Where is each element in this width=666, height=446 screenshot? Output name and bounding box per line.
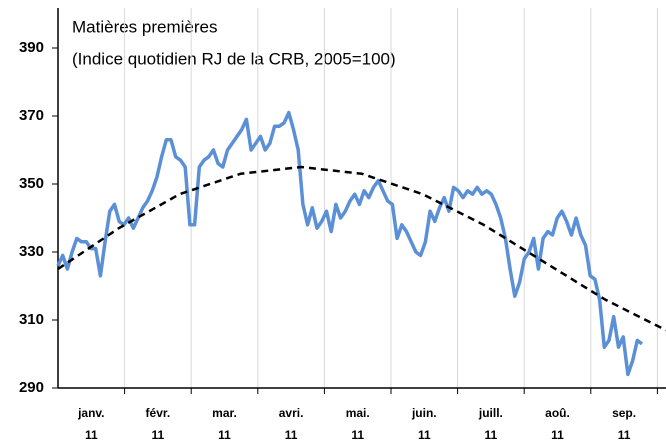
x-tick-label: juin. 11 xyxy=(411,406,437,442)
x-tick-label: mar. 11 xyxy=(212,406,237,442)
y-tick-label: 290 xyxy=(19,379,44,396)
x-tick-label: avri. 11 xyxy=(279,406,304,442)
x-tick-label: janv. 11 xyxy=(77,406,104,442)
x-tick-label: aoû. 11 xyxy=(545,406,570,442)
chart-title: Matières premières xyxy=(72,17,218,36)
x-tick-label: mai. 11 xyxy=(346,406,370,442)
x-tick-label: sep. 11 xyxy=(612,406,636,442)
x-tick-label: févr. 11 xyxy=(146,406,171,442)
y-tick-label: 350 xyxy=(19,175,44,192)
y-tick-label: 370 xyxy=(19,107,44,124)
y-tick-label: 390 xyxy=(19,39,44,56)
data-line xyxy=(56,110,644,377)
y-tick-label: 310 xyxy=(19,311,44,328)
chart-subtitle: (Indice quotidien RJ de la CRB, 2005=100… xyxy=(72,49,396,68)
y-tick-label: 330 xyxy=(19,243,44,260)
trend-line xyxy=(57,165,666,332)
x-tick-label: juill. 11 xyxy=(478,406,503,442)
